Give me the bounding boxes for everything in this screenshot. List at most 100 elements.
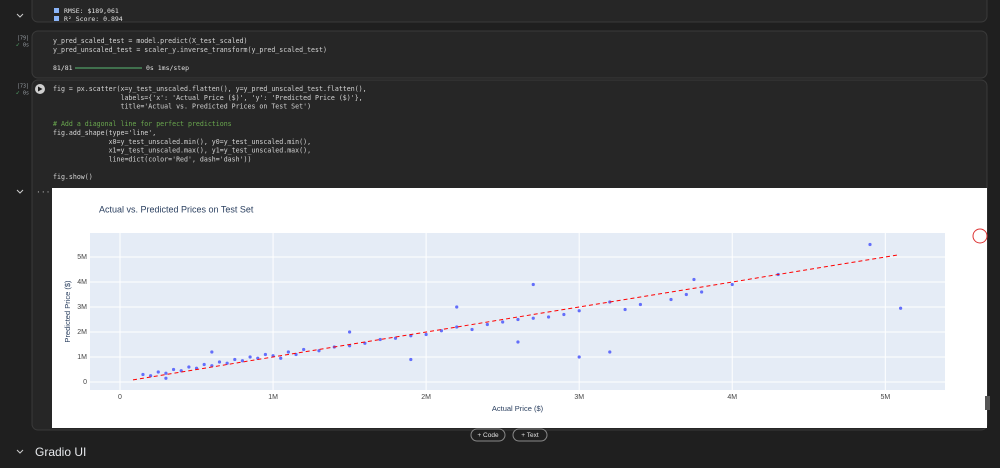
data-point (248, 355, 252, 359)
run-icon (38, 86, 43, 92)
data-point (455, 305, 459, 309)
data-point (577, 309, 581, 313)
data-point (156, 370, 160, 374)
y-tick-label: 0 (83, 379, 87, 386)
data-point (868, 242, 872, 247)
data-point (164, 371, 168, 375)
data-point (240, 359, 245, 363)
data-point (141, 372, 145, 377)
add-cell-button[interactable] (512, 428, 548, 442)
scrollbar (985, 396, 990, 410)
code-line: y_pred_scaled_test = model.predict(X_tes… (53, 37, 248, 45)
data-point (577, 355, 581, 359)
progress-timing: 0s 1ms/step (146, 64, 189, 72)
data-point (225, 361, 229, 365)
check-mark: ✓ (16, 42, 20, 49)
data-point (899, 306, 903, 310)
data-point (424, 332, 428, 337)
x-tick-label: 2M (421, 394, 431, 401)
data-point (562, 312, 566, 317)
x-tick-label: 5M (880, 394, 890, 401)
data-point (347, 330, 352, 334)
add-cell-button[interactable] (470, 428, 506, 442)
exec-time: 0s (23, 91, 29, 97)
output-menu[interactable]: ··· (36, 188, 50, 197)
output-icon (54, 8, 59, 13)
data-point (669, 297, 673, 302)
data-point (409, 357, 413, 362)
code-line: x0=y_test_unscaled.min(), y0=y_test_unsc… (53, 138, 311, 146)
x-tick-label: 1M (268, 394, 278, 401)
data-point (516, 317, 520, 322)
data-point (202, 362, 206, 367)
output-line: R² Score: 0.894 (64, 15, 123, 23)
data-point (378, 337, 382, 342)
data-point (317, 349, 321, 353)
export-icon[interactable] (972, 228, 988, 244)
y-tick-label: 4M (77, 279, 87, 286)
progress-steps: 81/81 (53, 64, 73, 72)
exec-time: 0s (23, 43, 29, 49)
code-line: y_pred_unscaled_test = scaler_y.inverse_… (53, 46, 327, 54)
check-mark: ✓ (16, 90, 20, 97)
data-point (531, 282, 535, 287)
data-point (171, 367, 176, 372)
data-point (501, 320, 505, 324)
output-line: RMSE: $189,061 (64, 7, 119, 15)
data-point (263, 352, 268, 357)
data-point (393, 336, 398, 340)
section-heading: Gradio UI (35, 445, 86, 459)
data-point (485, 322, 489, 327)
data-point (730, 282, 734, 287)
data-point (455, 325, 459, 329)
data-point (692, 277, 696, 282)
data-point (623, 307, 627, 312)
cell-frame (31, 30, 988, 79)
x-axis-title: Actual Price ($) (492, 404, 544, 413)
code-line: fig.add_shape(type='line', (53, 129, 156, 137)
collapse-chevron[interactable] (16, 189, 24, 194)
code-line: x1=y_test_unscaled.max(), y1=y_test_unsc… (53, 147, 311, 155)
code-line: fig.show() (53, 173, 93, 181)
code-line: labels={'x': 'Actual Price ($)', 'y': 'P… (53, 94, 363, 102)
data-point (217, 360, 222, 364)
x-tick-label: 0 (118, 394, 122, 401)
y-tick-label: 2M (77, 329, 87, 336)
add-cell-label[interactable]: + Text (521, 432, 539, 439)
data-point (546, 315, 551, 319)
data-point (638, 302, 643, 307)
code-line: title='Actual vs. Predicted Prices on Te… (53, 103, 311, 111)
y-tick-label: 5M (77, 254, 87, 261)
data-point (608, 350, 612, 354)
data-point (302, 347, 306, 352)
cell-frame (31, 0, 988, 23)
data-point (700, 290, 704, 294)
collapse-chevron[interactable] (16, 449, 24, 454)
diagonal-line (132, 254, 898, 381)
code-line: # Add a diagonal line for perfect predic… (53, 120, 232, 128)
data-point (286, 350, 290, 354)
data-point (210, 350, 214, 354)
data-point (187, 365, 191, 369)
execution-count: [73] (17, 84, 29, 90)
data-point (516, 340, 520, 344)
data-point (684, 292, 688, 297)
collapse-chevron[interactable] (16, 13, 24, 18)
execution-count: [79] (17, 36, 29, 42)
chart-title: Actual vs. Predicted Prices on Test Set (99, 204, 254, 214)
data-point (233, 357, 237, 362)
data-point (279, 356, 283, 360)
y-tick-label: 3M (77, 304, 87, 311)
add-cell-label[interactable]: + Code (477, 432, 499, 439)
x-tick-label: 4M (727, 394, 737, 401)
data-point (470, 327, 474, 332)
data-point (531, 316, 535, 320)
x-tick-label: 3M (574, 394, 584, 401)
y-axis-title: Predicted Price ($) (63, 280, 72, 343)
code-line: line=dict(color='Red', dash='dash')) (53, 155, 252, 163)
data-point (149, 374, 153, 378)
data-point (164, 376, 168, 380)
code-line: fig = px.scatter(x=y_test_unscaled.flatt… (53, 85, 367, 93)
